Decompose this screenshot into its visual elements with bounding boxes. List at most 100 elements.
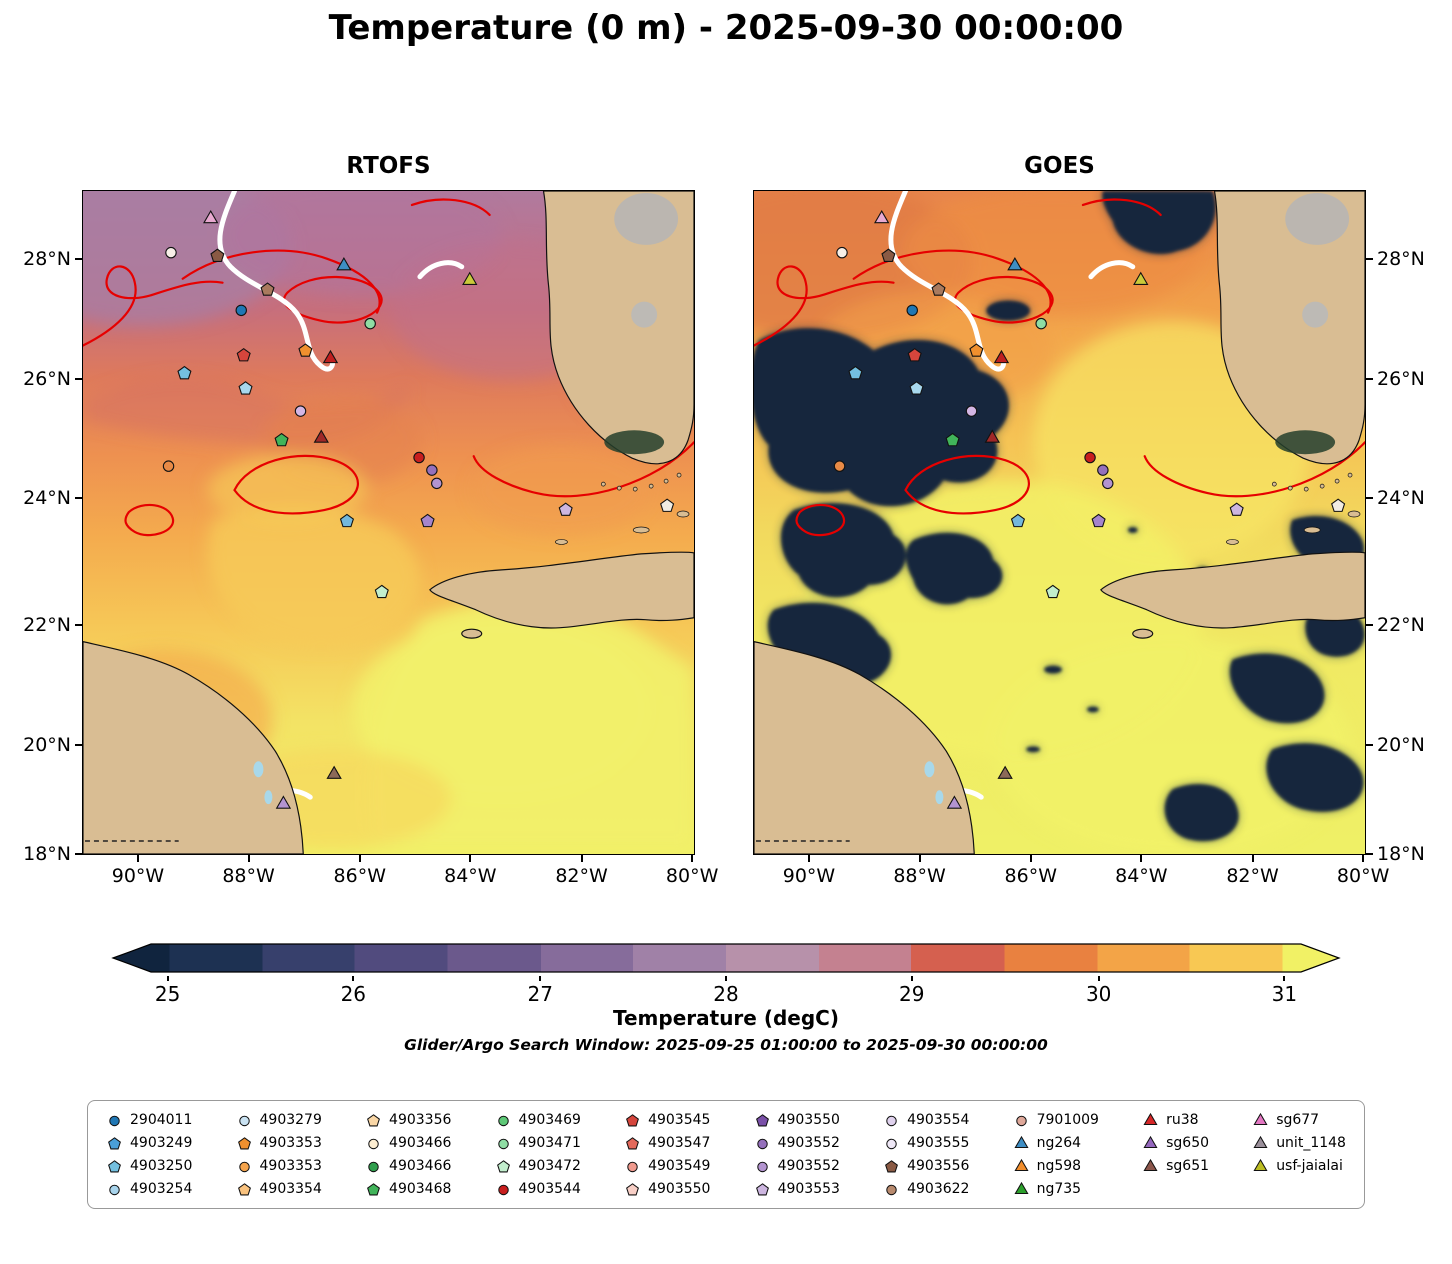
circle-marker-icon [886, 1184, 897, 1195]
colorbar-ticks: 25 26 27 28 29 30 31 [111, 976, 1341, 1008]
goes-observation-markers [833, 209, 1346, 809]
legend-entry: 4903556 [883, 1157, 969, 1175]
triangle-marker-icon [997, 765, 1013, 779]
legend-label: 2904011 [130, 1112, 193, 1128]
legend-entry: 4903553 [754, 1180, 840, 1198]
legend-entry: 4903472 [495, 1157, 581, 1175]
legend-entry: 4903250 [106, 1157, 192, 1175]
legend-entry: 7901009 [1013, 1111, 1099, 1129]
lat-tick-label: 22°N [23, 613, 71, 636]
legend-label: 4903555 [907, 1135, 970, 1151]
colorbar-tick-label: 29 [898, 982, 925, 1006]
legend-entry: 4903550 [624, 1180, 710, 1198]
legend-column: 4903356 4903466 4903466 4903468 [365, 1111, 451, 1198]
lat-tick-label: 22°N [1377, 613, 1425, 636]
triangle-marker-icon [993, 349, 1010, 364]
pentagon-marker-icon [558, 502, 573, 516]
pentagon-marker-icon [177, 365, 192, 380]
pentagon-marker-icon [108, 1136, 121, 1149]
lon-tick-mark [1251, 854, 1254, 862]
lon-tick-mark [247, 854, 250, 862]
legend-label: 4903466 [389, 1158, 452, 1174]
circle-marker-icon [109, 1115, 120, 1126]
lon-tick-label: 84°W [1115, 865, 1168, 887]
legend-entry: sg651 [1142, 1157, 1209, 1175]
circle-marker-icon [886, 1115, 897, 1126]
pentagon-marker-icon [881, 248, 896, 262]
legend-entry: 4903545 [624, 1111, 710, 1129]
legend-label: 4903356 [389, 1112, 452, 1128]
pentagon-marker-icon [367, 1182, 380, 1195]
pentagon-marker-icon [367, 1113, 380, 1126]
circle-marker-icon [886, 1184, 897, 1195]
pentagon-marker-icon [210, 248, 225, 262]
triangle-marker-icon [1143, 1158, 1158, 1171]
legend-label: sg651 [1166, 1158, 1210, 1174]
legend-entry: 4903550 [754, 1111, 840, 1129]
lat-tick-label: 18°N [23, 843, 71, 865]
lon-tick-mark [1362, 854, 1365, 862]
pentagon-marker-icon [367, 1182, 380, 1195]
circle-marker-icon [1097, 464, 1109, 476]
legend-label: ng264 [1036, 1135, 1082, 1151]
triangle-marker-icon [984, 429, 1000, 443]
legend-label: ru38 [1166, 1112, 1199, 1128]
triangle-marker-icon [203, 209, 219, 224]
legend-label: 7901009 [1036, 1112, 1099, 1128]
legend-column: 4903469 4903471 4903472 4903544 [495, 1111, 581, 1198]
legend-entry: 4903544 [495, 1180, 581, 1198]
legend-label: 4903468 [389, 1181, 452, 1197]
circle-marker-icon [965, 405, 978, 417]
legend-label: unit_1148 [1276, 1135, 1346, 1151]
legend-label: usf-jaialai [1276, 1158, 1343, 1174]
pentagon-marker-icon [237, 1182, 251, 1195]
colorbar-tick-label: 30 [1085, 982, 1112, 1006]
lat-tick-label: 28°N [23, 247, 71, 270]
circle-marker-icon [886, 1138, 897, 1149]
legend-entry: ru38 [1142, 1111, 1209, 1129]
legend-entry: 4903469 [495, 1111, 581, 1129]
pentagon-marker-icon [237, 1182, 251, 1195]
circle-marker-icon [886, 1115, 897, 1126]
circle-marker-icon [497, 1184, 509, 1195]
legend-entry: 4903552 [754, 1134, 840, 1152]
triangle-marker-icon [946, 795, 963, 809]
lon-tick-mark [1029, 854, 1032, 862]
panel-rtofs: RTOFS 28°N 26°N 24°N 22°N [23, 153, 718, 887]
triangle-marker-icon [1143, 1112, 1158, 1125]
lon-tick-label: 80°W [665, 865, 719, 887]
legend-label: 4903552 [777, 1158, 840, 1174]
circle-marker-icon [368, 1161, 379, 1172]
circle-marker-icon [833, 460, 846, 472]
pentagon-marker-icon [108, 1159, 121, 1172]
pentagon-marker-icon [108, 1159, 121, 1172]
rtofs-temperature-map [83, 191, 694, 854]
legend-entry: 4903279 [236, 1111, 322, 1129]
pentagon-marker-icon [969, 343, 984, 357]
pentagon-marker-icon [755, 1182, 769, 1195]
pentagon-marker-icon [274, 432, 289, 447]
lon-tick-mark [469, 854, 472, 862]
circle-marker-icon [426, 464, 438, 476]
circle-marker-icon [1102, 477, 1114, 490]
panel-goes: GOES 28°N 26°N 24°N 22°N 20°N 18°N 90°W 88°W 86°… [753, 153, 1425, 887]
legend-label: 4903353 [259, 1158, 322, 1174]
lon-tick-mark [136, 854, 139, 862]
triangle-marker-icon [1014, 1135, 1029, 1148]
pentagon-marker-icon [848, 365, 863, 380]
lon-tick-label: 88°W [893, 865, 946, 887]
colorbar-tick-label: 26 [340, 982, 367, 1006]
legend-label: 4903547 [648, 1135, 711, 1151]
pentagon-marker-icon [885, 1159, 899, 1172]
lat-tick-label: 24°N [1377, 486, 1425, 509]
colorbar-tick-label: 27 [527, 982, 553, 1006]
legend-entry: 4903466 [365, 1134, 451, 1152]
legend-entry: sg650 [1142, 1134, 1209, 1152]
circle-marker-icon [109, 1184, 120, 1195]
pentagon-marker-icon [260, 282, 275, 296]
legend-label: 4903354 [259, 1181, 322, 1197]
legend-column: 2904011 4903249 4903250 4903254 [106, 1111, 192, 1198]
pentagon-marker-icon [298, 343, 313, 357]
lat-tick-label: 20°N [23, 733, 71, 756]
triangle-marker-icon [1253, 1135, 1268, 1148]
